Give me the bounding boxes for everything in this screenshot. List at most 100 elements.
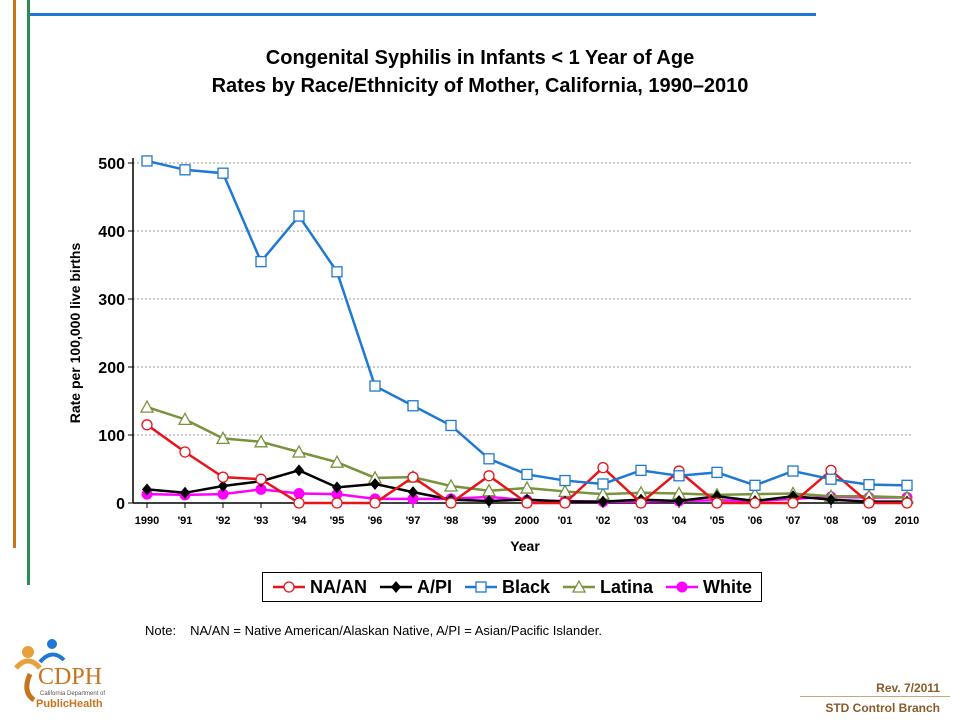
data-point-black (483, 453, 495, 465)
legend-swatch-marker (475, 581, 487, 593)
frame-top-blue-line (30, 13, 816, 16)
data-point-na-an (483, 470, 495, 482)
data-point-a-pi (370, 477, 380, 490)
data-point-black (787, 465, 799, 477)
data-point-na-an (901, 497, 913, 509)
x-tick-label: '01 (558, 515, 573, 527)
legend-item-white: White (665, 577, 752, 598)
x-tick-label: '02 (596, 515, 611, 527)
y-tick-label: 400 (98, 224, 125, 241)
data-point-latina (329, 454, 345, 468)
y-axis-label: Rate per 100,000 live births (67, 243, 83, 424)
legend-label: Latina (600, 576, 654, 597)
x-tick-label: 2010 (895, 515, 919, 527)
data-point-black (635, 464, 647, 477)
frame-left-green-line (27, 0, 30, 585)
logo-brand: PublicHealth (36, 698, 103, 710)
legend-item-black: Black (464, 577, 550, 598)
x-tick-label: '98 (444, 515, 459, 527)
legend-swatch-marker (283, 581, 295, 593)
data-point-na-an (141, 419, 153, 431)
x-tick-label: '05 (710, 515, 725, 527)
legend-label: Black (501, 576, 551, 597)
data-point-black (597, 478, 609, 490)
x-tick-label: '96 (368, 515, 383, 527)
x-tick-label: '92 (216, 515, 231, 527)
data-point-na-an (293, 497, 305, 509)
legend-swatch-marker (390, 581, 401, 593)
frame-left-orange-line (13, 0, 16, 548)
data-point-latina (253, 434, 269, 448)
data-point-na-an (521, 497, 533, 509)
legend-swatch-latina (563, 579, 596, 593)
data-point-black (331, 266, 343, 278)
data-point-a-pi (408, 486, 418, 499)
data-point-na-an (635, 497, 647, 509)
data-point-black (369, 380, 381, 392)
chart-series (139, 155, 915, 509)
chart-axes (132, 158, 913, 504)
y-tick-label: 200 (98, 360, 125, 377)
data-point-a-pi (218, 480, 228, 492)
x-tick-label: '97 (406, 515, 421, 527)
x-tick-label: '09 (862, 515, 877, 527)
legend-label: A/PI (416, 576, 452, 597)
legend-swatch-marker (571, 579, 587, 593)
data-point-na-an (217, 471, 229, 483)
data-point-na-an (749, 497, 761, 509)
data-point-a-pi (142, 483, 152, 496)
data-point-latina (519, 480, 535, 494)
legend-swatch-marker (676, 581, 688, 593)
data-point-latina (443, 478, 459, 492)
note: Note: NA/AN = Native American/Alaskan Nat… (145, 623, 602, 638)
branch-label: STD Control Branch (825, 701, 940, 715)
data-point-black (749, 479, 761, 491)
note-text: NA/AN = Native American/Alaskan Native, … (190, 623, 602, 638)
y-tick-labels: 0 100 200 300 400 500 (98, 156, 125, 513)
x-tick-label: '06 (748, 515, 763, 527)
y-tick-label: 0 (116, 496, 125, 513)
x-tick-label: 1990 (135, 515, 159, 527)
x-tick-label: '91 (178, 515, 193, 527)
logo-subtext: California Department of (40, 691, 105, 697)
data-point-a-pi (598, 495, 608, 508)
data-point-na-an (863, 497, 875, 509)
footer-divider (800, 696, 950, 697)
data-point-black (901, 479, 913, 491)
x-tick-labels: 1990 '91 '92 '93 '94 '95 '96 '97 '98 '99 2000 '01 '0… (135, 503, 919, 527)
data-point-latina (139, 399, 155, 413)
x-tick-label: '95 (330, 515, 345, 527)
data-point-latina (177, 412, 193, 426)
legend-swatch-a-pi (379, 581, 412, 593)
legend-label: White (703, 576, 753, 597)
chart-title: Congenital Syphilis in Infants < 1 Year … (0, 44, 960, 100)
data-point-a-pi (294, 464, 304, 477)
data-point-black (521, 468, 533, 481)
x-axis-label: Year (510, 538, 540, 554)
data-point-black (255, 255, 267, 268)
data-point-black (673, 470, 685, 482)
legend-item-latina: Latina (562, 577, 653, 598)
data-point-black (141, 155, 153, 167)
data-point-na-an (179, 446, 191, 458)
legend-label: NA/AN (309, 576, 367, 597)
legend-item-a-pi: A/PI (379, 577, 452, 598)
data-point-na-an (597, 461, 609, 474)
y-tick-label: 500 (98, 156, 125, 173)
series-black (141, 155, 913, 491)
chart-legend: NA/AN A/PI Black Latina White (262, 572, 762, 602)
x-tick-label: '04 (672, 515, 688, 527)
legend-swatch-na-an (272, 581, 305, 593)
data-point-black (825, 473, 837, 485)
logo-text: CDPH (38, 664, 102, 690)
y-tick-label: 300 (98, 292, 125, 309)
x-tick-label: '99 (482, 515, 497, 527)
x-tick-label: '93 (254, 515, 269, 527)
data-point-a-pi (180, 486, 190, 499)
data-point-na-an (407, 471, 419, 483)
x-tick-label: '08 (824, 515, 839, 527)
series-na-an (141, 419, 913, 509)
data-point-black (179, 164, 191, 176)
data-point-na-an (369, 497, 381, 509)
